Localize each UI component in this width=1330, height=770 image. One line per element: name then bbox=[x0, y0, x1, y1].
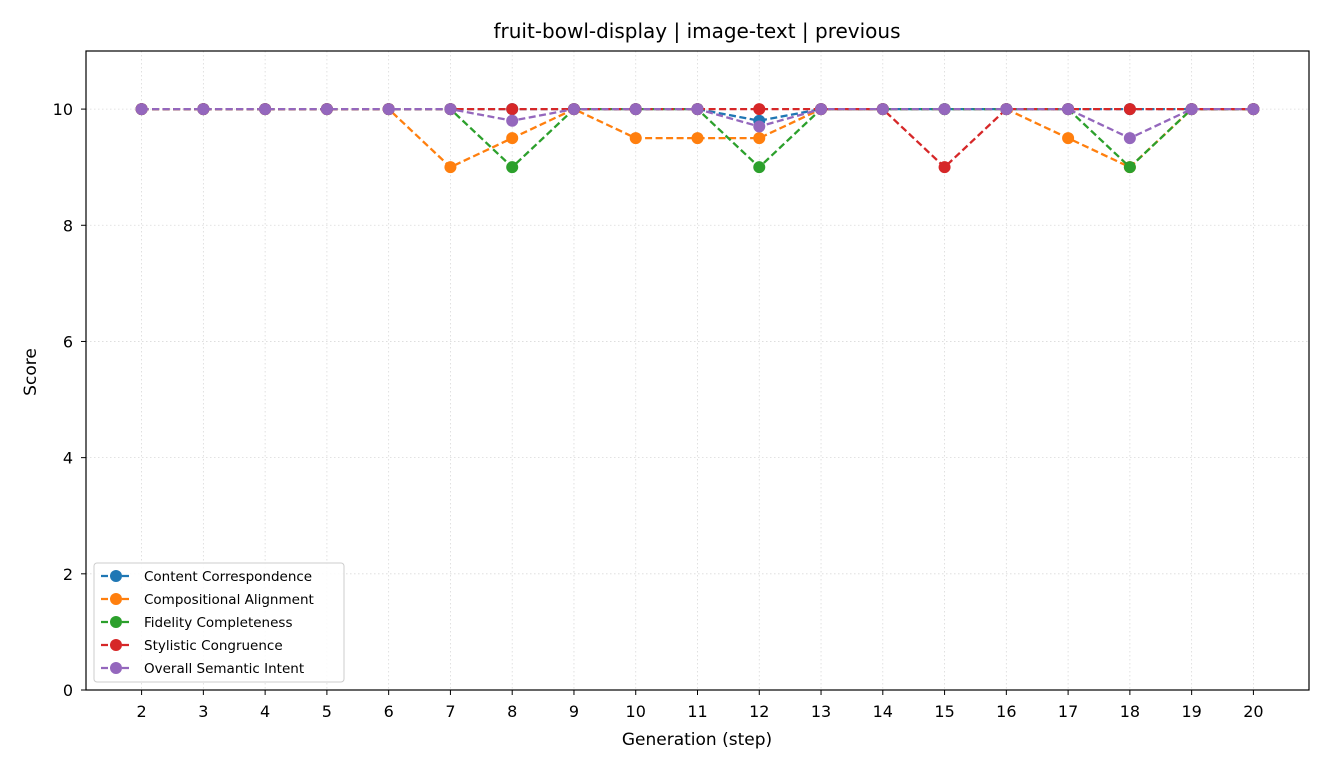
x-tick-label: 8 bbox=[507, 702, 517, 721]
data-point bbox=[938, 161, 951, 174]
data-point bbox=[876, 103, 889, 116]
legend-marker bbox=[110, 662, 122, 674]
legend-marker bbox=[110, 570, 122, 582]
data-point bbox=[629, 132, 642, 145]
x-tick-label: 2 bbox=[136, 702, 146, 721]
data-point bbox=[629, 103, 642, 116]
x-tick-label: 19 bbox=[1181, 702, 1201, 721]
legend-marker bbox=[110, 639, 122, 651]
data-point bbox=[1247, 103, 1260, 116]
y-tick-label: 10 bbox=[53, 100, 73, 119]
legend-box bbox=[93, 562, 345, 683]
data-point bbox=[1062, 103, 1075, 116]
data-point bbox=[691, 103, 704, 116]
x-tick-label: 7 bbox=[445, 702, 455, 721]
legend-marker bbox=[110, 593, 122, 605]
y-tick-label: 6 bbox=[63, 332, 73, 351]
y-tick-label: 8 bbox=[63, 216, 73, 235]
y-axis: 0 2 4 6 8 10 bbox=[53, 100, 86, 700]
data-point bbox=[691, 132, 704, 145]
y-tick-label: 4 bbox=[63, 449, 73, 468]
x-tick-label: 10 bbox=[626, 702, 646, 721]
y-tick-label: 0 bbox=[63, 681, 73, 700]
series-4 bbox=[135, 103, 1260, 145]
legend-label: Stylistic Congruence bbox=[144, 638, 283, 654]
data-point bbox=[1123, 132, 1136, 145]
data-point bbox=[382, 103, 395, 116]
data-point bbox=[320, 103, 333, 116]
x-tick-label: 15 bbox=[934, 702, 954, 721]
data-point bbox=[1123, 103, 1136, 116]
data-point bbox=[444, 103, 457, 116]
legend: Content Correspondence Compositional Alig… bbox=[93, 562, 345, 683]
data-point bbox=[753, 120, 766, 133]
data-point bbox=[938, 103, 951, 116]
x-axis-label: Generation (step) bbox=[622, 730, 772, 750]
data-point bbox=[506, 103, 519, 116]
data-point bbox=[753, 103, 766, 116]
data-point bbox=[753, 161, 766, 174]
chart-title: fruit-bowl-display | image-text | previo… bbox=[493, 19, 900, 43]
data-point bbox=[444, 161, 457, 174]
y-tick-label: 2 bbox=[63, 565, 73, 584]
legend-label: Compositional Alignment bbox=[144, 592, 314, 608]
x-tick-label: 14 bbox=[873, 702, 893, 721]
x-tick-label: 20 bbox=[1243, 702, 1263, 721]
x-tick-label: 18 bbox=[1120, 702, 1140, 721]
data-point bbox=[1123, 161, 1136, 174]
x-axis: 2 3 4 5 6 7 8 9 10 11 12 13 14 15 16 17 18 19 20 bbox=[136, 690, 1264, 721]
x-tick-label: 16 bbox=[996, 702, 1016, 721]
data-point bbox=[197, 103, 210, 116]
data-point bbox=[1185, 103, 1198, 116]
x-tick-label: 12 bbox=[749, 702, 769, 721]
data-point bbox=[259, 103, 272, 116]
legend-marker bbox=[110, 616, 122, 628]
legend-item: Stylistic Congruence bbox=[101, 638, 283, 654]
x-tick-label: 11 bbox=[687, 702, 707, 721]
data-point bbox=[506, 114, 519, 127]
x-tick-label: 6 bbox=[384, 702, 394, 721]
x-tick-label: 4 bbox=[260, 702, 270, 721]
x-tick-label: 9 bbox=[569, 702, 579, 721]
legend-item: Compositional Alignment bbox=[101, 592, 314, 608]
x-tick-label: 5 bbox=[322, 702, 332, 721]
data-point bbox=[135, 103, 148, 116]
x-tick-label: 17 bbox=[1058, 702, 1078, 721]
legend-label: Overall Semantic Intent bbox=[144, 661, 304, 677]
data-point bbox=[753, 132, 766, 145]
y-axis-label: Score bbox=[21, 348, 41, 396]
legend-label: Fidelity Completeness bbox=[144, 615, 292, 631]
data-point bbox=[506, 161, 519, 174]
legend-item: Overall Semantic Intent bbox=[101, 661, 304, 677]
series-layer bbox=[135, 103, 1260, 174]
x-tick-label: 3 bbox=[198, 702, 208, 721]
data-point bbox=[815, 103, 828, 116]
data-point bbox=[1000, 103, 1013, 116]
data-point bbox=[1062, 132, 1075, 145]
legend-item: Content Correspondence bbox=[101, 569, 312, 585]
data-point bbox=[506, 132, 519, 145]
x-tick-label: 13 bbox=[811, 702, 831, 721]
data-point bbox=[567, 103, 580, 116]
legend-label: Content Correspondence bbox=[144, 569, 312, 585]
legend-item: Fidelity Completeness bbox=[101, 615, 292, 631]
